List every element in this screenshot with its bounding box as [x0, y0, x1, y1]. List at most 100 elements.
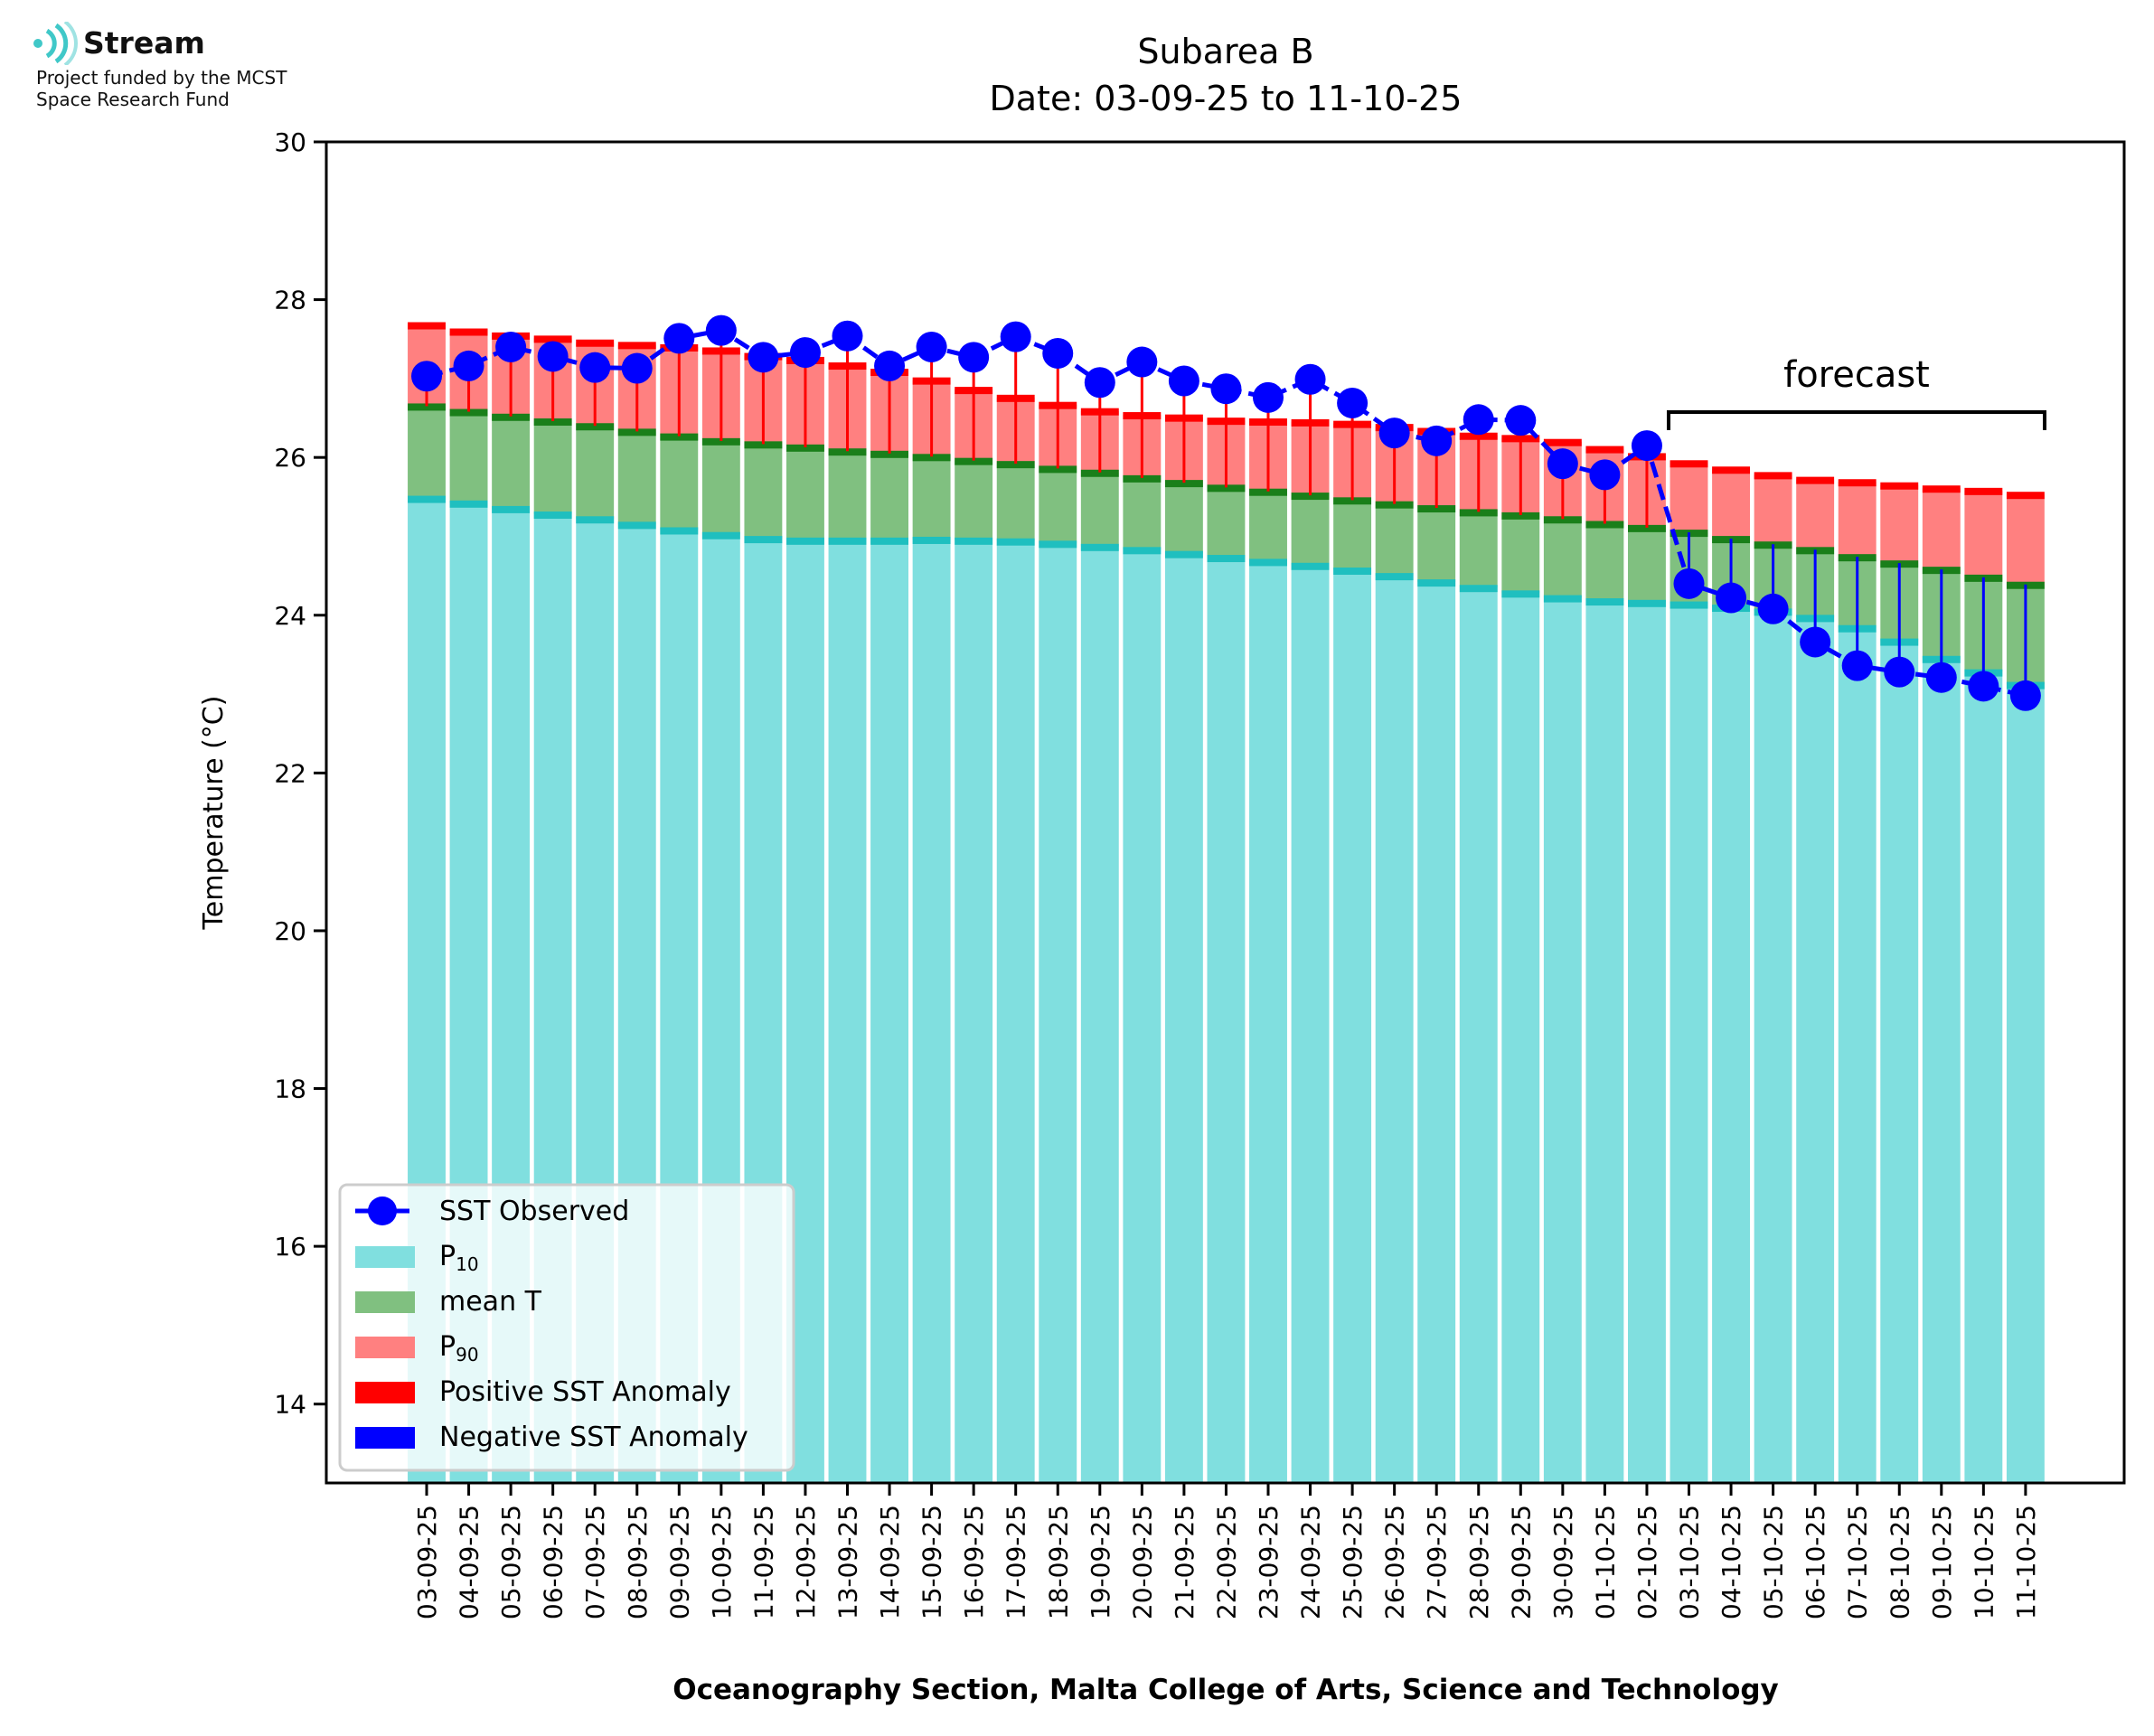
sst-observed-point — [1716, 582, 1747, 614]
bar-mean — [1375, 503, 1414, 577]
y-tick-label: 22 — [274, 758, 306, 788]
bar-mean — [701, 440, 740, 535]
x-tick-label: 08-09-25 — [623, 1505, 653, 1619]
bar-p10 — [996, 540, 1035, 1483]
sst-observed-point — [1589, 459, 1621, 491]
sst-observed-point — [1673, 568, 1705, 599]
bar-mean — [1417, 508, 1456, 583]
bar-mean-cap — [744, 441, 783, 449]
sst-observed-point — [832, 320, 863, 352]
legend-subscript: 10 — [456, 1253, 478, 1275]
bar-p10-cap — [1123, 547, 1162, 555]
bar-mean-cap — [1501, 511, 1540, 520]
bar-mean — [492, 416, 531, 509]
sst-observed-point — [1084, 367, 1115, 399]
bar-p10-cap — [449, 500, 488, 508]
x-tick-label: 09-09-25 — [664, 1505, 694, 1619]
bar-p10-cap — [617, 521, 656, 530]
bar-mean-cap — [701, 437, 740, 446]
bar-mean — [617, 431, 656, 525]
sst-observed-point — [1126, 346, 1158, 378]
bar-p10 — [1039, 543, 1077, 1483]
bar-p90-cap — [1922, 485, 1961, 493]
bar-p90 — [1964, 490, 2003, 577]
bar-p10-cap — [408, 495, 446, 503]
bar-p10-cap — [660, 527, 699, 535]
bar-p10-cap — [955, 537, 993, 545]
bar-mean-cap — [1291, 493, 1330, 501]
x-tick-label: 22-09-25 — [1211, 1505, 1241, 1619]
sst-observed-point — [537, 341, 569, 372]
legend-label: SST Observed — [439, 1196, 629, 1227]
x-tick-label: 09-10-25 — [1927, 1505, 1957, 1619]
bar-mean — [660, 436, 699, 530]
sst-observed-point — [1631, 430, 1662, 462]
bar-p90-cap — [1880, 482, 1919, 490]
bar-p90-cap — [1754, 472, 1792, 480]
bar-mean-cap — [1375, 501, 1414, 509]
bar-mean — [576, 426, 615, 520]
legend-swatch — [355, 1246, 415, 1268]
sst-observed-point — [958, 342, 990, 373]
chart-title-line2: Date: 03-09-25 to 11-10-25 — [990, 79, 1463, 118]
bar-p10 — [1417, 582, 1456, 1483]
sst-observed-point — [1800, 626, 1831, 658]
bar-p90 — [1712, 469, 1750, 540]
x-tick-label: 10-10-25 — [1969, 1505, 1999, 1619]
wave-icon — [33, 22, 78, 65]
bar-p90-cap — [449, 328, 488, 336]
bars-layer — [408, 322, 2045, 1484]
bar-p10-cap — [912, 536, 951, 544]
chart-title-line1: Subarea B — [1137, 32, 1313, 71]
sst-observed-point — [1378, 418, 1410, 449]
bar-mean — [996, 464, 1035, 541]
x-tick-label: 03-10-25 — [1675, 1505, 1705, 1619]
x-tick-label: 26-09-25 — [1380, 1505, 1410, 1619]
bar-mean — [1501, 514, 1540, 594]
x-tick-label: 30-09-25 — [1548, 1505, 1578, 1619]
bar-mean-cap — [1628, 524, 1666, 532]
sst-observed-point — [1968, 671, 1999, 702]
bar-p10 — [955, 540, 993, 1484]
sst-observed-point — [1294, 363, 1326, 395]
bar-p10 — [2006, 684, 2045, 1483]
bar-p10 — [1838, 627, 1877, 1483]
bar-p10-cap — [701, 531, 740, 540]
logo-name: Stream — [83, 25, 205, 61]
x-tick-label: 02-10-25 — [1632, 1505, 1662, 1619]
sst-observed-point — [1042, 337, 1074, 369]
x-tick-label: 25-09-25 — [1338, 1505, 1368, 1619]
bar-mean-cap — [1543, 516, 1582, 524]
bar-p10 — [912, 539, 951, 1483]
x-tick-label: 04-10-25 — [1717, 1505, 1746, 1619]
y-axis-label: Temperature (°C) — [198, 696, 230, 931]
y-tick-label: 20 — [274, 916, 306, 946]
sst-observed-point — [663, 323, 695, 354]
bar-p10-cap — [828, 537, 867, 545]
sst-observed-point — [916, 331, 947, 362]
bar-mean-cap — [996, 461, 1035, 469]
sst-observed-point — [1884, 656, 1915, 688]
legend-swatch-marker — [368, 1196, 397, 1225]
bar-p10 — [1585, 601, 1624, 1483]
sst-observed-point — [411, 361, 442, 392]
bar-mean-cap — [492, 413, 531, 421]
bar-mean — [828, 451, 867, 540]
bar-p10 — [1712, 607, 1750, 1483]
bar-p10 — [1922, 658, 1961, 1483]
bar-mean — [533, 421, 572, 515]
y-tick-label: 16 — [274, 1232, 306, 1262]
y-axis: 14 16 18 20 22 24 26 28 30 — [274, 127, 326, 1420]
x-tick-label: 06-09-25 — [539, 1505, 569, 1619]
bar-p90-cap — [1964, 487, 2003, 495]
bar-p90 — [2006, 494, 2045, 585]
bar-mean — [1164, 483, 1203, 554]
sst-observed-point — [874, 350, 906, 381]
bar-p10 — [1796, 617, 1835, 1483]
sst-observed-point — [2009, 680, 2041, 711]
logo-subtitle-line1: Project funded by the MCST — [36, 67, 287, 89]
bar-p10-cap — [492, 505, 531, 513]
bar-mean-cap — [533, 418, 572, 427]
x-tick-label: 27-09-25 — [1422, 1505, 1452, 1619]
